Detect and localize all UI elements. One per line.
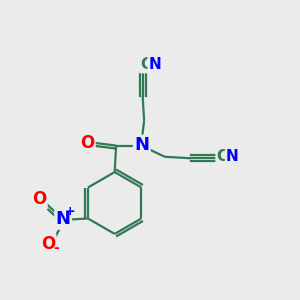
Text: C: C: [140, 57, 151, 72]
Text: N: N: [134, 136, 149, 154]
Text: C: C: [217, 149, 228, 164]
Text: -: -: [53, 241, 59, 255]
Text: O: O: [32, 190, 46, 208]
Text: O: O: [80, 134, 94, 152]
Text: O: O: [41, 235, 55, 253]
Text: +: +: [65, 205, 76, 218]
Text: N: N: [56, 210, 71, 228]
Text: N: N: [148, 57, 161, 72]
Text: N: N: [226, 149, 239, 164]
